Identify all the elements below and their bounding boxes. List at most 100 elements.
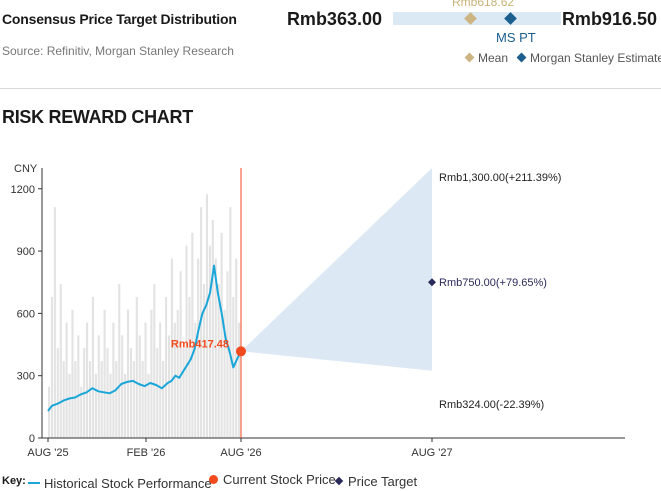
y-tick-label: 300 [17, 371, 35, 383]
volume-bar [126, 309, 130, 438]
risk-reward-cone [241, 168, 432, 371]
volume-bar [129, 348, 133, 438]
volume-bar [147, 373, 150, 438]
volume-bar [229, 207, 232, 438]
key-target-label: Price Target [348, 473, 418, 489]
volume-bar [144, 322, 147, 438]
x-tick-label: AUG '27 [411, 447, 452, 459]
volume-bar [220, 232, 223, 438]
price-target-diamond [428, 278, 436, 287]
price-target-range-bar [393, 12, 561, 25]
risk-reward-title: RISK REWARD CHART [2, 107, 193, 127]
volume-bar [176, 309, 179, 438]
risk-reward-chart: CNY 0 300 600 900 1200 AUG '25 FEB '26 AUG '26 AU… [11, 163, 625, 459]
ms-pt-marker [504, 12, 517, 25]
volume-bar [173, 322, 176, 438]
bull-case-label: Rmb1,300.00(+211.39%) [439, 172, 561, 184]
volume-bar [56, 348, 59, 438]
key-current-label: Current Stock Price [223, 472, 336, 487]
volume-bar [182, 348, 185, 438]
volume-bar [208, 245, 211, 438]
volume-bar [188, 296, 191, 438]
volume-bar [53, 207, 56, 438]
x-tick-label: FEB '26 [127, 447, 166, 459]
volume-bar [100, 361, 103, 438]
volume-bar [235, 258, 238, 438]
volume-bar [238, 322, 241, 438]
volume-bar [150, 309, 153, 438]
volume-bar [80, 386, 83, 438]
legend-mean-label: Mean [478, 51, 509, 65]
consensus-source: Source: Refinitiv, Morgan Stanley Resear… [2, 44, 234, 58]
key-historical: Historical Stock Performance [28, 472, 212, 491]
volume-bar [91, 296, 94, 438]
volume-bar [50, 296, 54, 438]
volume-bar [97, 335, 100, 438]
volume-bar [74, 361, 77, 438]
x-tick-label: AUG '26 [220, 447, 261, 459]
volume-bar [135, 296, 138, 438]
volume-bar [88, 361, 92, 438]
mean-legend-icon [464, 52, 475, 63]
volume-bar [112, 322, 115, 438]
volume-bar [170, 258, 173, 438]
y-axis-label: CNY [14, 163, 38, 175]
key-historical-label: Historical Stock Performance [44, 475, 212, 491]
historical-price-line [47, 264, 242, 412]
section-divider [0, 88, 661, 89]
volume-bar [214, 258, 217, 438]
volume-bar [118, 284, 121, 438]
volume-bar [162, 361, 165, 438]
bear-case-label: Rmb324.00(-22.39%) [439, 399, 544, 411]
x-tick-label: AUG '25 [27, 447, 68, 459]
volume-bar [167, 335, 171, 438]
volume-bar [197, 258, 200, 438]
volume-bar [94, 373, 97, 438]
ms-legend-icon [516, 52, 527, 63]
volume-bar [191, 232, 194, 438]
range-high-label: Rmb916.50 [561, 9, 657, 29]
volume-bar [132, 361, 135, 438]
volume-bar [77, 335, 80, 438]
volume-bar [205, 194, 209, 438]
volume-bar [164, 296, 168, 438]
volume-bar [194, 322, 197, 438]
volume-bar [159, 322, 162, 438]
volume-bar [121, 335, 124, 438]
volume-bar [48, 386, 51, 438]
y-tick-label: 900 [17, 246, 35, 258]
volume-bar [153, 284, 156, 438]
mean-value-label: Rmb618.62 [452, 0, 515, 9]
volume-bar [103, 309, 106, 438]
key-label: Key: [2, 475, 26, 487]
volume-bar [223, 309, 226, 438]
price-target-label: Rmb750.00(+79.65%) [439, 277, 547, 289]
range-low-label: Rmb363.00 [286, 9, 382, 29]
y-tick-label: 1200 [11, 184, 35, 196]
y-tick-label: 600 [17, 308, 35, 320]
volume-bar [185, 245, 188, 438]
diamond-legend-icon [334, 476, 344, 486]
volume-bar [226, 271, 229, 438]
volume-bar [109, 373, 112, 438]
consensus-title: Consensus Price Target Distribution [2, 11, 237, 27]
volume-bar [138, 335, 141, 438]
current-price-dot [236, 346, 246, 357]
key-target: Price Target [334, 472, 418, 489]
volume-bar [68, 373, 71, 438]
legend-mean: Mean [464, 51, 509, 65]
legend-ms-label: Morgan Stanley Estimates [530, 51, 661, 65]
current-price-label: Rmb417.48 [171, 338, 229, 350]
volume-bar [141, 361, 144, 438]
volume-bar [179, 271, 182, 438]
volume-bar [86, 322, 89, 438]
y-tick-label: 0 [29, 433, 35, 445]
ms-pt-label: MS PT [496, 30, 536, 45]
dot-legend-icon [209, 475, 218, 484]
volume-bar [124, 373, 127, 438]
volume-bar [115, 361, 118, 438]
mean-marker [464, 12, 477, 25]
line-legend-icon [28, 482, 40, 484]
volume-bar [65, 322, 68, 438]
volume-bar [156, 348, 159, 438]
